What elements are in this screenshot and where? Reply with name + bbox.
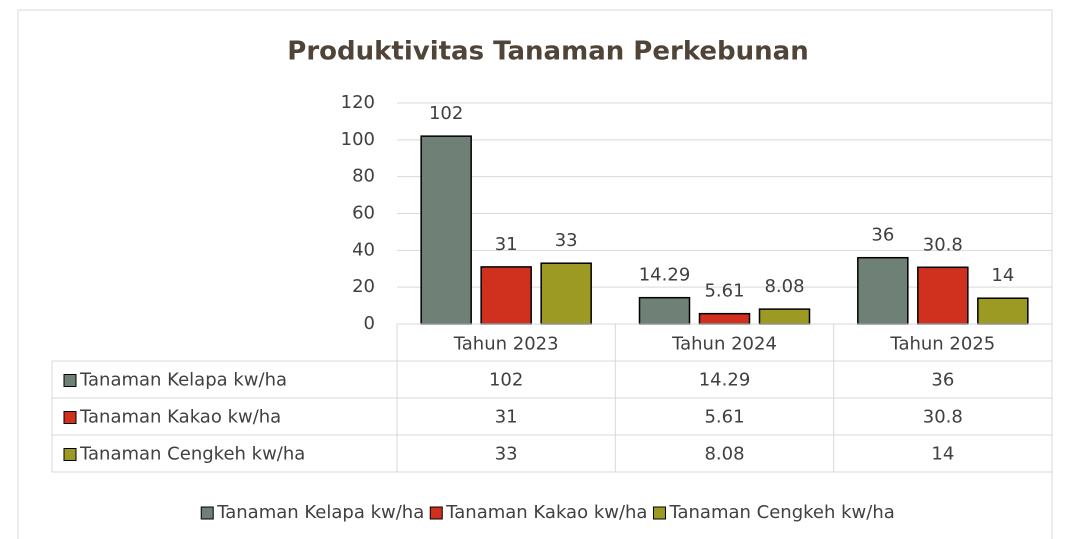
legend-key [429, 506, 443, 520]
table-row-header: Tanaman Kakao kw/ha [79, 407, 281, 428]
y-tick-label: 100 [341, 129, 375, 150]
bar [540, 262, 592, 325]
data-label: 36 [871, 225, 894, 246]
table-legend-key [63, 448, 77, 461]
bar [857, 256, 909, 325]
table-cell: 14 [931, 444, 954, 465]
legend-label: Tanaman Kakao kw/ha [445, 502, 647, 523]
y-tick-label: 20 [352, 276, 375, 297]
legend-label: Tanaman Kelapa kw/ha [216, 502, 424, 523]
y-tick-label: 120 [341, 92, 375, 113]
y-tick-label: 0 [364, 313, 375, 334]
chart-title: Produktivitas Tanaman Perkebunan [287, 37, 808, 67]
x-tick-label: Tahun 2025 [889, 334, 995, 355]
bar [977, 297, 1029, 325]
data-label: 33 [555, 230, 578, 251]
table-cell: 30.8 [923, 407, 963, 428]
table-row-header: Tanaman Kelapa kw/ha [79, 370, 287, 391]
table-legend-key [63, 374, 77, 387]
table-cell: 102 [489, 370, 523, 391]
bar [420, 135, 472, 325]
data-label: 8.08 [764, 276, 804, 297]
data-label: 14.29 [639, 265, 691, 286]
table-legend-key [63, 411, 77, 424]
data-label: 31 [495, 234, 518, 255]
x-tick-label: Tahun 2023 [453, 334, 559, 355]
data-label: 30.8 [923, 234, 963, 255]
bar [698, 312, 751, 325]
table-cell: 31 [495, 407, 518, 428]
y-tick-label: 40 [352, 239, 375, 260]
x-tick-label: Tahun 2024 [671, 334, 777, 355]
data-label: 5.61 [704, 281, 744, 302]
data-label: 14 [991, 265, 1014, 286]
bar [638, 296, 691, 325]
bar [758, 308, 811, 325]
legend-label: Tanaman Cengkeh kw/ha [668, 502, 894, 523]
y-tick-label: 60 [352, 203, 375, 224]
table-cell: 14.29 [699, 370, 751, 391]
table-row-header: Tanaman Cengkeh kw/ha [79, 444, 305, 465]
table-cell: 5.61 [704, 407, 744, 428]
y-tick-label: 80 [352, 166, 375, 187]
table-cell: 8.08 [704, 444, 744, 465]
data-label: 102 [429, 103, 463, 124]
bar [917, 266, 969, 325]
legend-key [652, 506, 666, 520]
bar [480, 266, 532, 325]
legend-key [200, 506, 214, 520]
table-cell: 36 [931, 370, 954, 391]
table-cell: 33 [495, 444, 518, 465]
